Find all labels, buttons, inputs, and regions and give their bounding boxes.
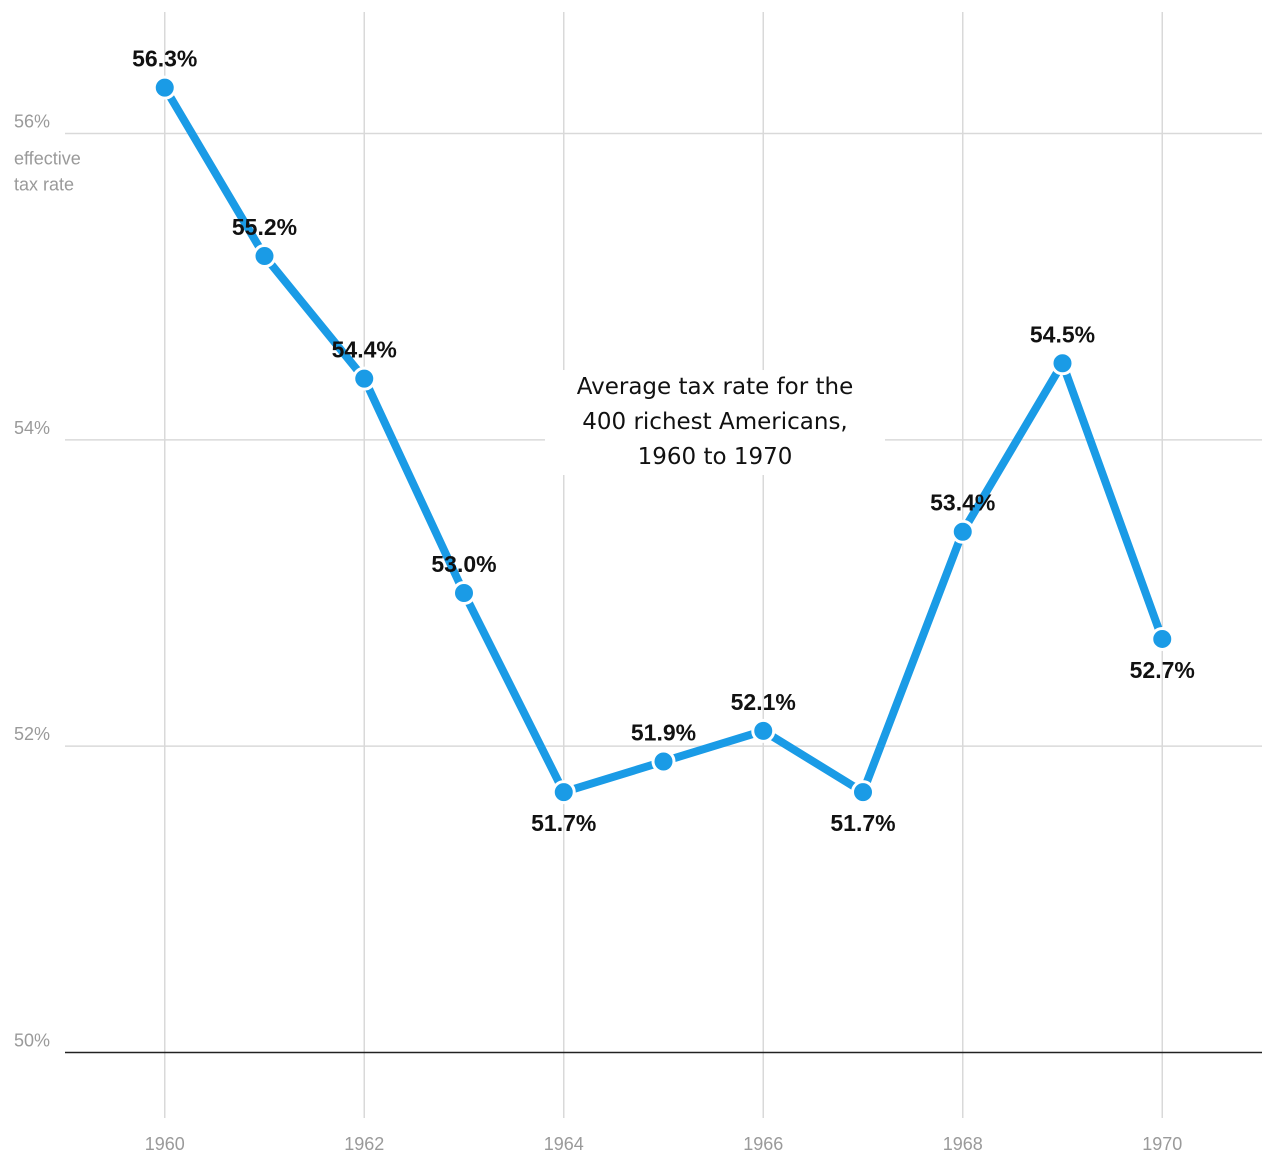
data-label-1969: 54.5% (1030, 321, 1095, 347)
data-label-1965: 51.9% (631, 719, 696, 745)
data-label-1968: 53.4% (930, 490, 995, 516)
y-tick-label-56: 56% (14, 112, 50, 132)
data-labels: 56.3% 55.2% 54.4% 53.0% 51.7% 51.9% 52.1% 51.7%… (132, 46, 1195, 837)
data-label-1963: 53.0% (431, 551, 496, 577)
y-tick-label-52: 52% (14, 724, 50, 744)
grid-lines (65, 12, 1262, 1118)
data-point-1968 (950, 519, 975, 544)
data-label-1964: 51.7% (531, 810, 596, 836)
x-tick-label-1960: 1960 (145, 1134, 185, 1154)
chart-title: Average tax rate for the 400 richest Ame… (545, 370, 885, 475)
data-label-1970: 52.7% (1130, 657, 1195, 683)
x-tick-label-1966: 1966 (743, 1134, 783, 1154)
y-tick-label-50: 50% (14, 1030, 50, 1050)
x-tick-label-1970: 1970 (1142, 1134, 1182, 1154)
data-label-1967: 51.7% (830, 810, 895, 836)
x-tick-label-1964: 1964 (544, 1134, 584, 1154)
data-point-1965 (651, 749, 676, 774)
y-tick-label-54: 54% (14, 418, 50, 438)
x-tick-label-1968: 1968 (943, 1134, 983, 1154)
data-point-1963 (452, 581, 476, 605)
axis-labels: 1960 1962 1964 1966 1968 1970 50% 52% 54% 56% effe… (14, 112, 1182, 1154)
x-tick-label-1962: 1962 (344, 1134, 384, 1154)
data-point-1962 (352, 366, 377, 391)
data-point-1969 (1050, 351, 1075, 376)
data-point-1970 (1150, 626, 1175, 651)
data-point-1960 (152, 75, 177, 100)
data-label-1962: 54.4% (332, 337, 397, 363)
data-label-1961: 55.2% (232, 214, 297, 240)
data-point-1967 (851, 780, 875, 805)
data-point-1961 (252, 244, 277, 269)
data-label-1966: 52.1% (731, 689, 796, 715)
y-axis-label: effective tax rate (14, 149, 81, 195)
data-point-1964 (551, 780, 576, 805)
data-point-1966 (751, 718, 776, 743)
data-label-1960: 56.3% (132, 46, 197, 72)
series (152, 75, 1175, 805)
